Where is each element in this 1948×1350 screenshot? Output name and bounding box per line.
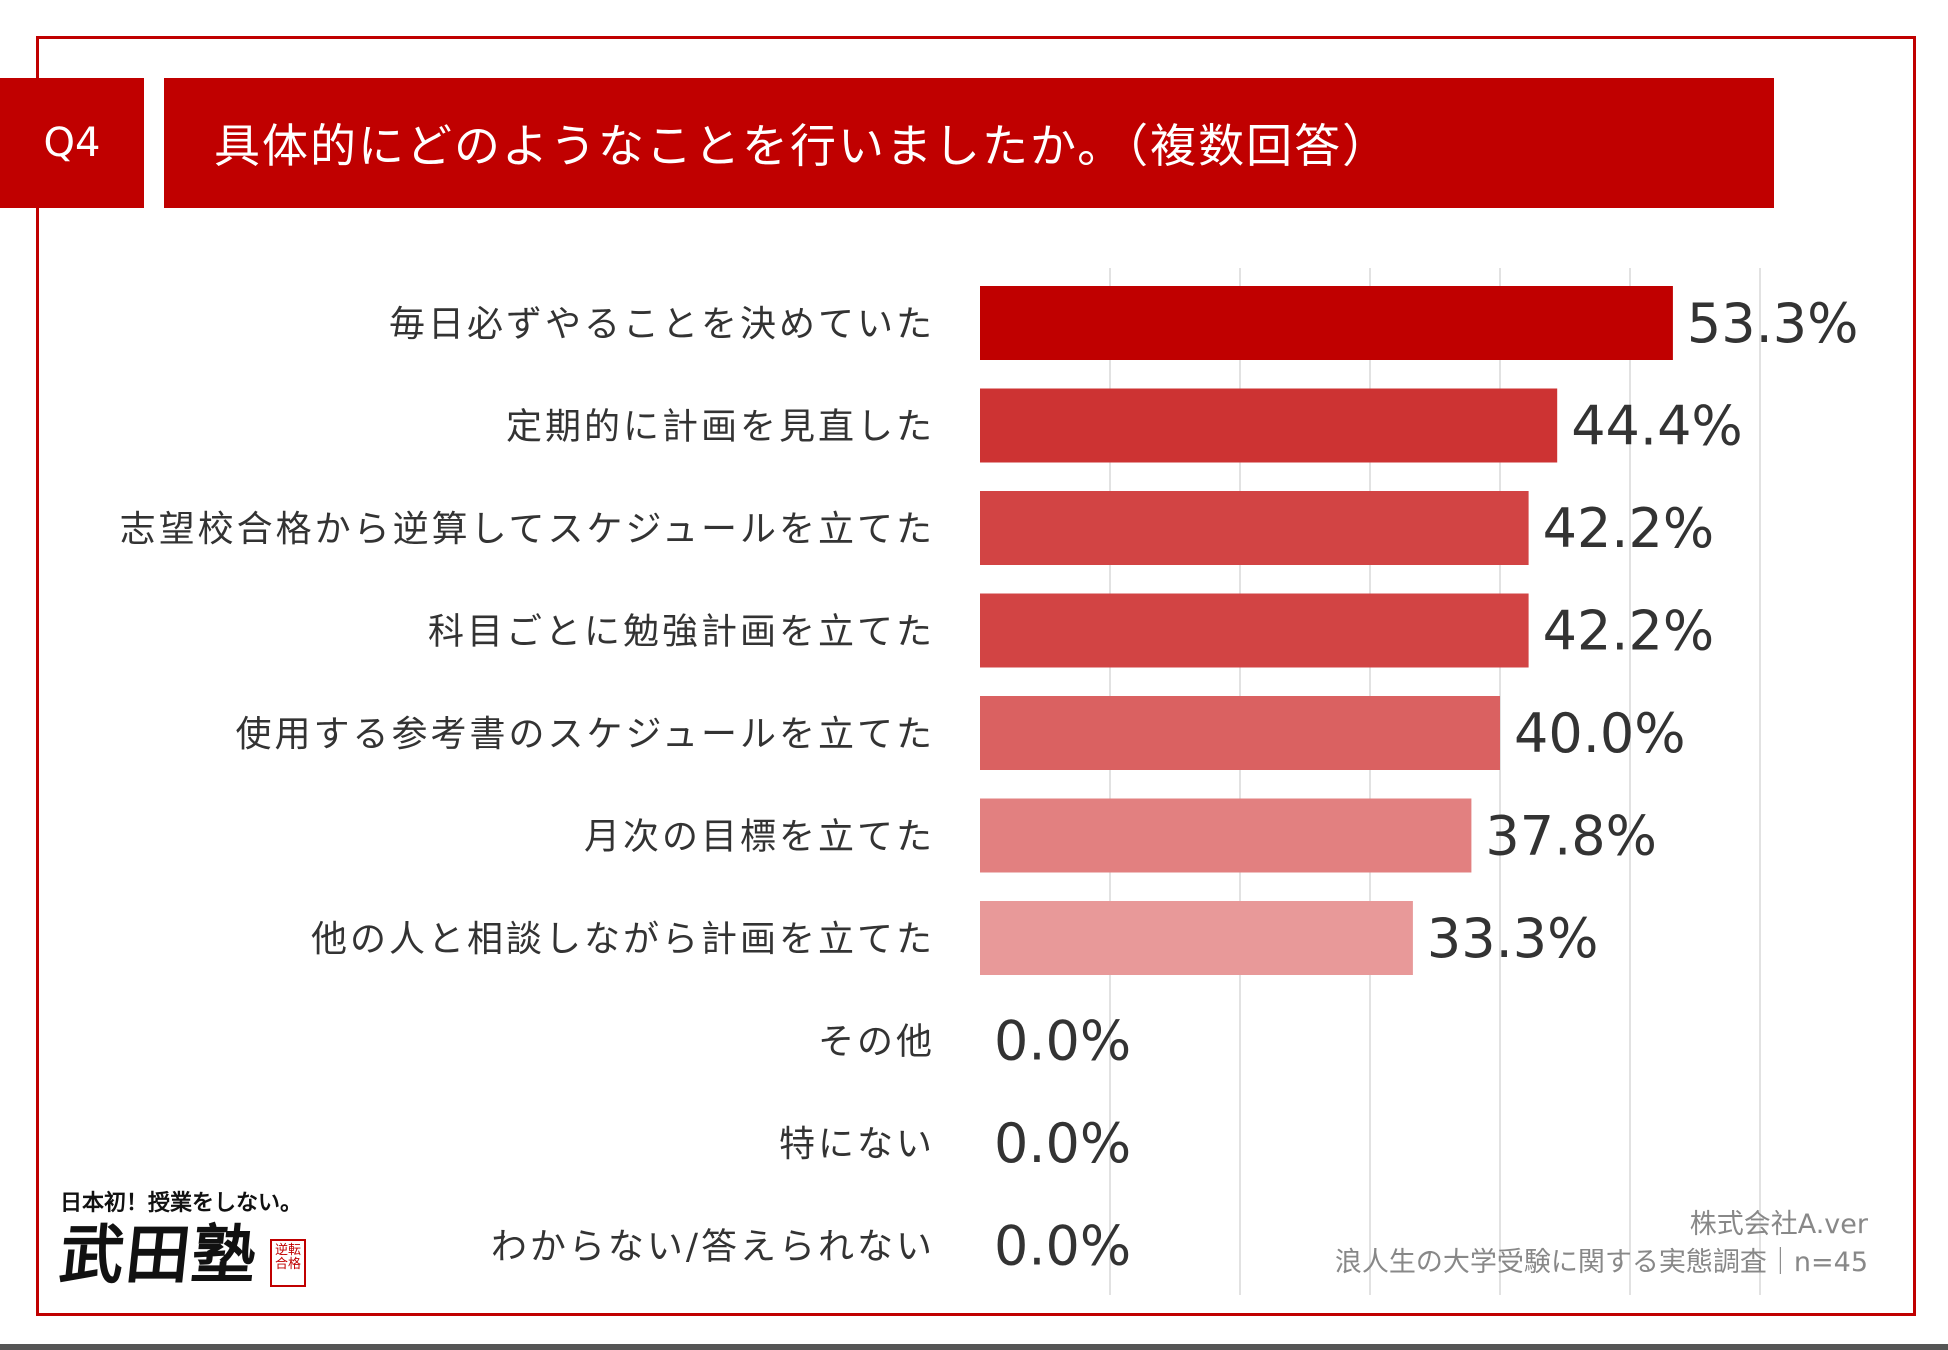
company-name: 株式会社A.ver (1689, 1209, 1868, 1240)
question-number-badge: Q4 (0, 78, 144, 208)
bar (980, 798, 1472, 873)
bar (980, 901, 1413, 975)
bar (980, 286, 1673, 360)
category-label: 定期的に計画を見直した (506, 407, 935, 448)
question-title: 具体的にどのようなことを行いましたか。（複数回答） (214, 119, 1391, 173)
value-label: 42.2% (1543, 600, 1715, 663)
category-label: わからない/答えられない (491, 1227, 935, 1268)
value-label: 0.0% (994, 1010, 1131, 1073)
bar (980, 491, 1529, 565)
bar (980, 388, 1558, 463)
chart-frame (36, 36, 1916, 1316)
category-label: 毎日必ずやることを決めていた (389, 304, 935, 345)
value-label: 44.4% (1571, 395, 1743, 458)
question-title-bar: 具体的にどのようなことを行いましたか。（複数回答） (164, 78, 1774, 208)
value-label: 0.0% (994, 1112, 1131, 1175)
logo-stamp: 逆転合格 (270, 1239, 306, 1287)
category-label: 月次の目標を立てた (584, 817, 935, 858)
bar (980, 593, 1529, 668)
credit-block: 株式会社A.ver 浪人生の大学受験に関する実態調査｜n=45 (1335, 1206, 1868, 1282)
category-label: 特にない (779, 1124, 935, 1165)
value-label: 0.0% (994, 1215, 1131, 1278)
value-label: 40.0% (1514, 702, 1686, 765)
value-label: 37.8% (1485, 805, 1657, 868)
category-label: 使用する参考書のスケジュールを立てた (236, 714, 935, 755)
category-label: 科目ごとに勉強計画を立てた (428, 612, 935, 653)
value-label: 53.3% (1687, 292, 1859, 355)
label-layer: 毎日必ずやることを決めていた 53.3% 定期的に計画を見直した 44.4% 志望校合格… (120, 292, 1859, 1278)
logo: 日本初！授業をしない。 武田塾 逆転合格 (56, 1185, 310, 1305)
bar-layer (980, 286, 1673, 975)
category-label: その他 (818, 1022, 935, 1063)
bar (980, 696, 1500, 770)
category-label: 志望校合格から逆算してスケジュールを立てた (120, 509, 935, 550)
survey-info: 浪人生の大学受験に関する実態調査｜n=45 (1334, 1247, 1868, 1278)
value-label: 42.2% (1543, 497, 1715, 560)
category-label: 他の人と相談しながら計画を立てた (311, 919, 935, 960)
logo-tagline: 日本初！授業をしない。 (60, 1190, 303, 1216)
bottom-divider (0, 1344, 1948, 1350)
value-label: 33.3% (1427, 907, 1599, 970)
